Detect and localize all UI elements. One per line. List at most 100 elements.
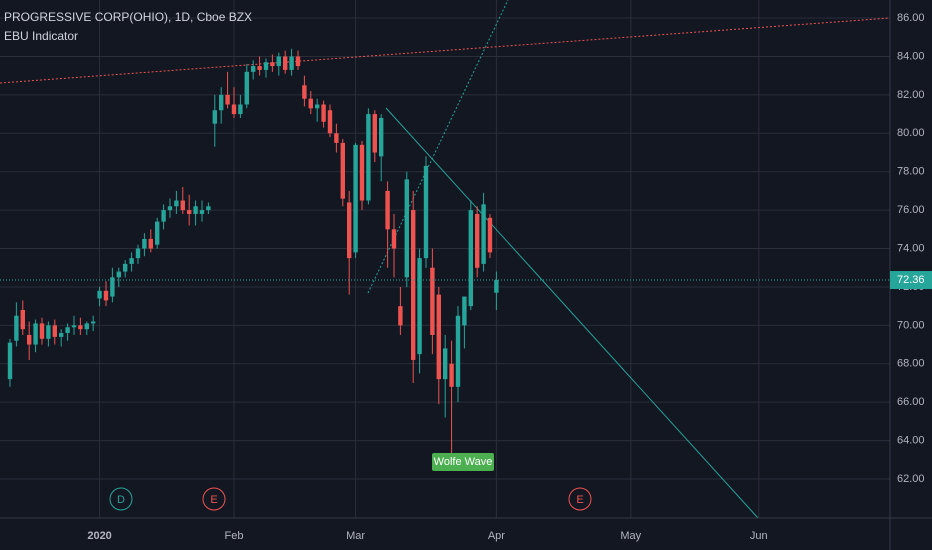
y-tick-label: 80.00	[897, 127, 925, 139]
candle-body	[481, 204, 486, 264]
candle-body	[7, 342, 13, 380]
indicator-name: EBU Indicator	[4, 29, 78, 43]
x-tick-label: Mar	[346, 530, 365, 542]
candle-body	[103, 290, 109, 301]
candle-body	[225, 94, 230, 105]
candle-body	[359, 144, 365, 201]
candle-body	[231, 104, 237, 115]
candle-body	[436, 294, 441, 380]
candle-body	[174, 200, 179, 207]
y-tick-label: 84.00	[897, 50, 925, 62]
candle-body	[474, 213, 480, 268]
candle-body	[327, 110, 333, 134]
candles	[7, 48, 499, 464]
candle-body	[430, 267, 435, 335]
candle-body	[58, 333, 64, 337]
last-price-label: 72.36	[897, 274, 925, 286]
x-tick-label: May	[620, 530, 641, 542]
candle-body	[71, 325, 77, 328]
candle-body	[84, 323, 89, 330]
candle-body	[263, 62, 269, 70]
candle-body	[270, 62, 275, 67]
candle-body	[353, 144, 358, 253]
candle-body	[282, 56, 288, 70]
overlay: 62.0064.0066.0068.0070.0072.0074.0076.00…	[0, 12, 932, 542]
last-price-box	[890, 271, 932, 290]
y-tick-label: 70.00	[897, 319, 925, 331]
x-tick-label: Jun	[750, 530, 768, 542]
candle-body	[404, 179, 409, 278]
candle-body	[142, 238, 147, 249]
candle-body	[39, 323, 45, 339]
candle-body	[417, 258, 422, 355]
event-marker-label: D	[117, 494, 125, 506]
x-tick-label: Feb	[225, 530, 244, 542]
x-tick-label: 2020	[87, 530, 111, 542]
candle-body	[276, 56, 281, 67]
event-marker	[202, 487, 226, 511]
candle-body	[487, 217, 493, 253]
y-tick-label: 76.00	[897, 204, 925, 216]
y-tick-label: 78.00	[897, 166, 925, 178]
candle-body	[314, 104, 320, 109]
candle-body	[398, 306, 403, 326]
event-marker	[109, 487, 133, 511]
y-tick-label: 82.00	[897, 89, 925, 101]
annotation: Wolfe Wave	[432, 453, 494, 471]
candle-body	[135, 248, 141, 259]
annotation-label: Wolfe Wave	[434, 456, 493, 468]
candle-body	[148, 238, 153, 249]
candle-body	[180, 200, 185, 211]
candle-body	[218, 94, 224, 111]
candle-body	[257, 66, 262, 70]
chart-title: PROGRESSIVE CORP(OHIO), 1D, Cboe BZX	[4, 10, 252, 24]
candle-body	[494, 280, 499, 293]
y-tick-label: 62.00	[897, 473, 925, 485]
candle-body	[295, 56, 301, 67]
candle-body	[455, 315, 461, 387]
candle-body	[372, 114, 377, 153]
candle-body	[462, 296, 467, 326]
y-tick-label: 86.00	[897, 12, 925, 24]
candle-body	[46, 325, 51, 339]
candle-body	[244, 71, 249, 105]
candle-body	[52, 325, 57, 337]
candle-body	[346, 202, 352, 259]
candle-body	[78, 325, 83, 330]
candle-body	[321, 104, 326, 122]
candle-body	[97, 290, 102, 299]
y-tick-label: 66.00	[897, 396, 925, 408]
candle-body	[423, 165, 429, 259]
candle-body	[366, 114, 371, 201]
event-marker-label: E	[210, 494, 217, 506]
candle-body	[206, 206, 211, 211]
grid	[0, 0, 890, 518]
candle-body	[26, 334, 32, 345]
candle-body	[212, 110, 217, 124]
candle-body	[391, 229, 397, 249]
target-line	[385, 107, 759, 519]
candle-body	[238, 104, 243, 115]
candle-body	[154, 221, 160, 245]
candle-body	[167, 206, 173, 211]
annotation-box	[432, 453, 494, 471]
y-tick-label: 68.00	[897, 358, 925, 370]
candle-body	[410, 210, 416, 360]
event-marker-label: E	[576, 494, 583, 506]
candle-body	[340, 142, 345, 199]
candle-body	[110, 277, 115, 297]
candle-body	[199, 210, 205, 214]
candle-body	[302, 85, 307, 99]
candle-body	[161, 210, 166, 222]
candle-body	[449, 363, 454, 387]
y-tick-label: 74.00	[897, 242, 925, 254]
candle-body	[334, 133, 339, 143]
event-marker	[568, 487, 592, 511]
candle-body	[289, 56, 294, 70]
candle-body	[20, 309, 25, 330]
x-tick-label: Apr	[488, 530, 505, 542]
candle-body	[250, 66, 256, 72]
candle-body	[122, 263, 128, 272]
resistance-line	[0, 17, 891, 84]
